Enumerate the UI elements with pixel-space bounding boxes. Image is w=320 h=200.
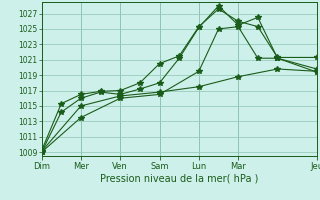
X-axis label: Pression niveau de la mer( hPa ): Pression niveau de la mer( hPa ) (100, 173, 258, 183)
